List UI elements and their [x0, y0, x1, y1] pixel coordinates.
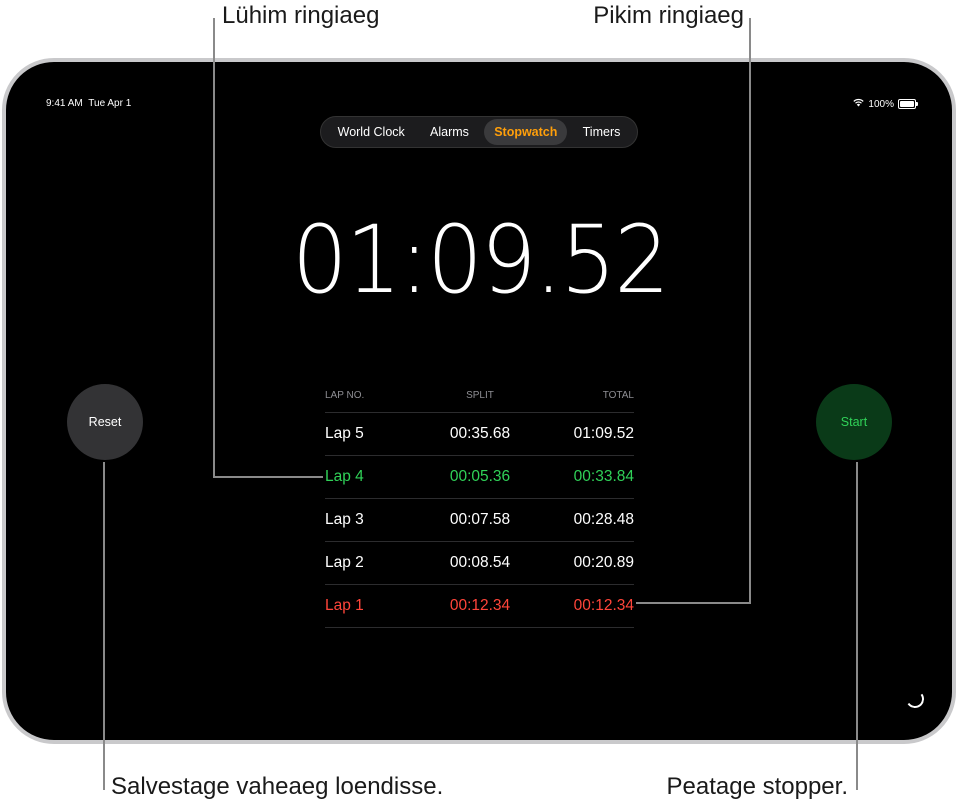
- callout-line-longest: [749, 18, 751, 604]
- callout-longest-lap: Pikim ringiaeg: [593, 2, 744, 29]
- lap-number: Lap 1: [325, 597, 364, 614]
- lap-row: Lap 3 00:07.58 00:28.48: [325, 499, 634, 542]
- tab-alarms[interactable]: Alarms: [430, 125, 469, 139]
- lap-split: 00:08.54: [449, 554, 511, 571]
- wifi-icon: [853, 98, 865, 110]
- callout-shortest-lap: Lühim ringiaeg: [222, 2, 380, 29]
- lap-total: 01:09.52: [573, 425, 634, 442]
- status-time: 9:41 AM: [46, 98, 83, 109]
- callout-line-shortest: [213, 18, 215, 478]
- lap-table: LAP NO. SPLIT TOTAL Lap 5 00:35.68 01:09.5…: [325, 390, 634, 628]
- lap-total: 00:20.89: [573, 554, 634, 571]
- lap-split: 00:12.34: [449, 597, 511, 614]
- stopwatch-time: 01:09.52: [291, 206, 670, 315]
- battery-icon: [898, 99, 918, 109]
- lap-total: 00:33.84: [573, 468, 634, 485]
- lap-number: Lap 4: [325, 468, 364, 485]
- callout-line-shortest-h: [213, 476, 323, 478]
- callout-start: Peatage stopper.: [666, 773, 848, 800]
- header-split: SPLIT: [466, 390, 494, 401]
- lap-split: 00:05.36: [449, 468, 511, 485]
- start-button[interactable]: Start: [816, 384, 892, 460]
- lap-number: Lap 2: [325, 554, 364, 571]
- lap-number: Lap 5: [325, 425, 364, 442]
- header-total: TOTAL: [602, 390, 634, 401]
- lap-row: Lap 5 00:35.68 01:09.52: [325, 413, 634, 456]
- callout-line-reset: [103, 462, 105, 790]
- status-indicators: 100%: [853, 98, 918, 110]
- reset-button[interactable]: Reset: [67, 384, 143, 460]
- header-lap-no: LAP NO.: [325, 390, 365, 401]
- status-time-date: 9:41 AM Tue Apr 1: [46, 98, 131, 109]
- battery-percent: 100%: [868, 98, 894, 110]
- lap-table-header: LAP NO. SPLIT TOTAL: [325, 390, 634, 413]
- tab-timers[interactable]: Timers: [582, 125, 621, 139]
- ipad-frame: [2, 58, 956, 744]
- lap-row-shortest: Lap 4 00:05.36 00:33.84: [325, 456, 634, 499]
- clock-tab-bar: World Clock Alarms Stopwatch Timers: [320, 116, 638, 148]
- status-date: Tue Apr 1: [88, 98, 132, 109]
- lap-split: 00:35.68: [449, 425, 511, 442]
- tab-world-clock[interactable]: World Clock: [337, 125, 405, 139]
- lap-row: Lap 2 00:08.54 00:20.89: [325, 542, 634, 585]
- callout-line-longest-h: [636, 602, 751, 604]
- lap-number: Lap 3: [325, 511, 364, 528]
- tab-stopwatch[interactable]: Stopwatch: [484, 119, 568, 145]
- lap-row-longest: Lap 1 00:12.34 00:12.34: [325, 585, 634, 628]
- lap-total: 00:12.34: [573, 597, 634, 614]
- lap-split: 00:07.58: [449, 511, 511, 528]
- callout-reset: Salvestage vaheaeg loendisse.: [111, 773, 444, 800]
- lap-total: 00:28.48: [573, 511, 634, 528]
- callout-line-start: [856, 462, 858, 790]
